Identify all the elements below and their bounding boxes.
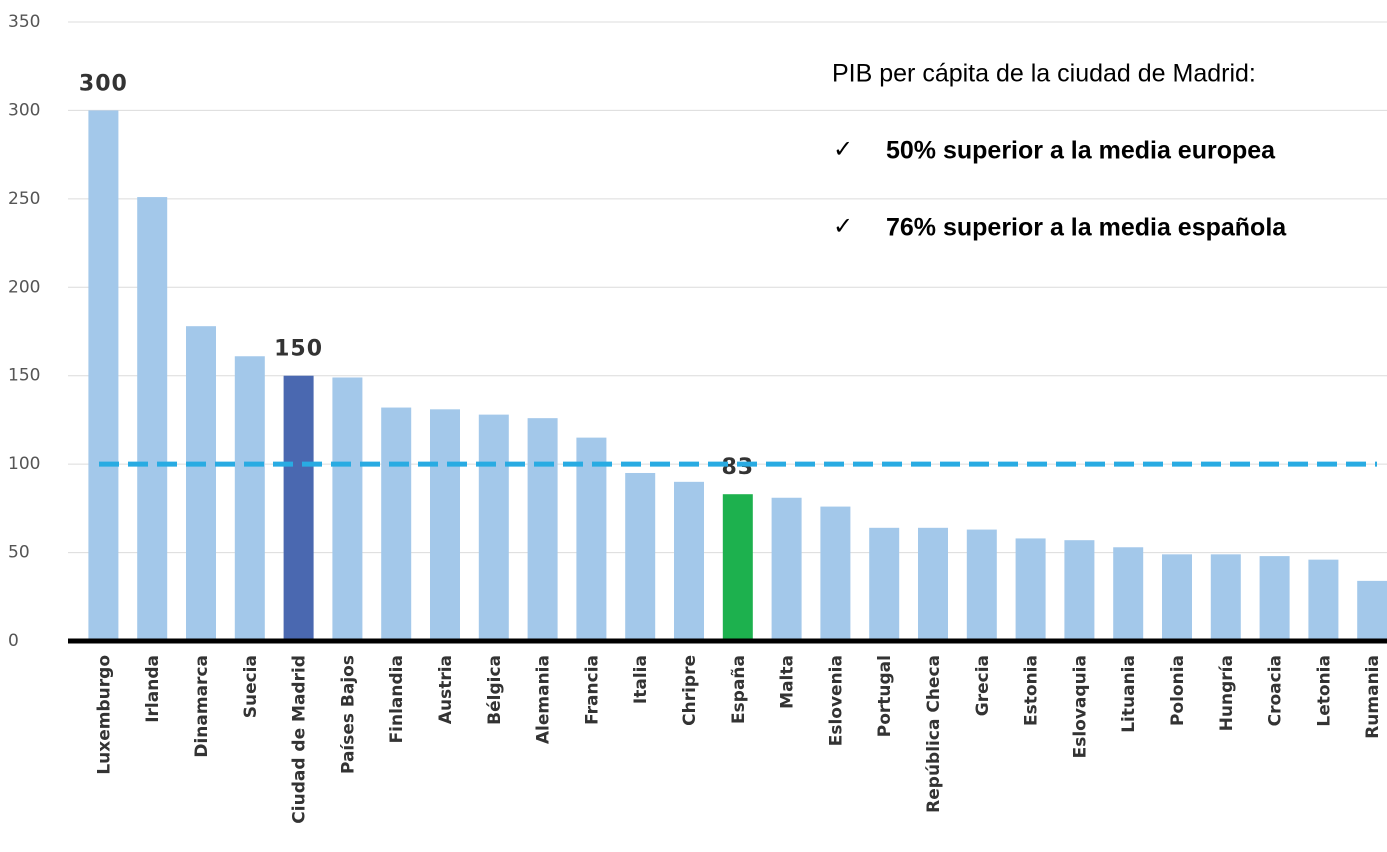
bars [88,110,1387,642]
bar [1162,554,1192,641]
bar [1064,540,1095,641]
overlay: Luxemburgo 300 Irlanda Dinamarca Suecia Ciuda… [68,71,1387,824]
bar [1357,580,1387,641]
value-label: 150 [274,337,323,362]
bar [234,356,265,641]
bar [186,326,216,641]
y-tick-label: 50 [8,543,30,563]
bar [1113,547,1144,641]
x-tick-label: Luxemburgo [94,655,114,775]
x-tick-label: Austria [436,655,456,724]
bullet: ✓ [833,212,853,240]
y-tick-label: 0 [8,631,19,651]
x-tick-label: España [729,655,749,724]
x-tick-label: Grecia [973,655,993,716]
annotation-title: PIB per cápita de la ciudad de Madrid: [832,60,1256,88]
bar [869,527,900,641]
x-tick-label: Hungría [1217,655,1237,731]
bar [1210,554,1241,641]
annotation: PIB per cápita de la ciudad de Madrid: ✓… [832,60,1287,242]
x-tick-label: Bélgica [485,655,505,725]
x-tick-label: Rumania [1363,655,1383,739]
y-tick-label: 350 [8,12,40,32]
x-tick-label: Irlanda [143,655,163,723]
annotation-item: 50% superior a la media europea [886,137,1276,165]
x-tick-label: Polonia [1168,655,1188,726]
bar [381,407,412,641]
bar [722,494,753,641]
x-tick-label: Ciudad de Madrid [290,655,310,824]
bar [966,529,997,641]
x-tick-label: Suecia [241,655,261,718]
bar [1015,538,1046,641]
annotation-item: 76% superior a la media española [886,214,1287,242]
bar [137,197,168,642]
bar [88,110,119,641]
value-label: 83 [721,455,754,480]
x-tick-label: Estonia [1022,655,1042,726]
bar [674,481,704,641]
x-tick-label: Malta [778,655,798,709]
x-tick-label: República Checa [924,655,944,813]
bar [1259,556,1290,641]
x-tick-label: Alemania [534,655,554,744]
x-tick-label: Eslovaquia [1070,655,1090,758]
x-tick-label: Italia [631,655,651,704]
bar [576,437,607,641]
x-tick-label: Países Bajos [338,655,358,774]
x-tick-label: Croacia [1266,655,1286,726]
y-tick-label: 300 [8,100,40,120]
value-label: 300 [79,71,128,96]
bar [771,497,802,641]
x-tick-label: Chripre [680,655,700,726]
x-tick-label: Lituania [1119,655,1139,733]
bar [527,418,558,641]
y-tick-label: 100 [8,454,40,474]
bar [918,527,948,641]
bar [625,472,656,641]
x-tick-label: Eslovenia [826,655,846,746]
bar [478,414,509,641]
x-tick-label: Francia [582,655,602,725]
bar [430,409,460,641]
x-tick-label: Portugal [875,655,895,737]
bar [283,375,314,641]
y-tick-label: 150 [8,366,40,386]
bar [332,377,363,641]
bar [820,506,851,641]
x-tick-label: Letonia [1314,655,1334,727]
x-tick-label: Finlandia [387,655,407,743]
y-tick-label: 250 [8,189,40,209]
bullet: ✓ [833,135,853,163]
x-tick-label: Dinamarca [192,655,212,758]
y-tick-label: 200 [8,277,40,297]
bar [1308,559,1339,641]
